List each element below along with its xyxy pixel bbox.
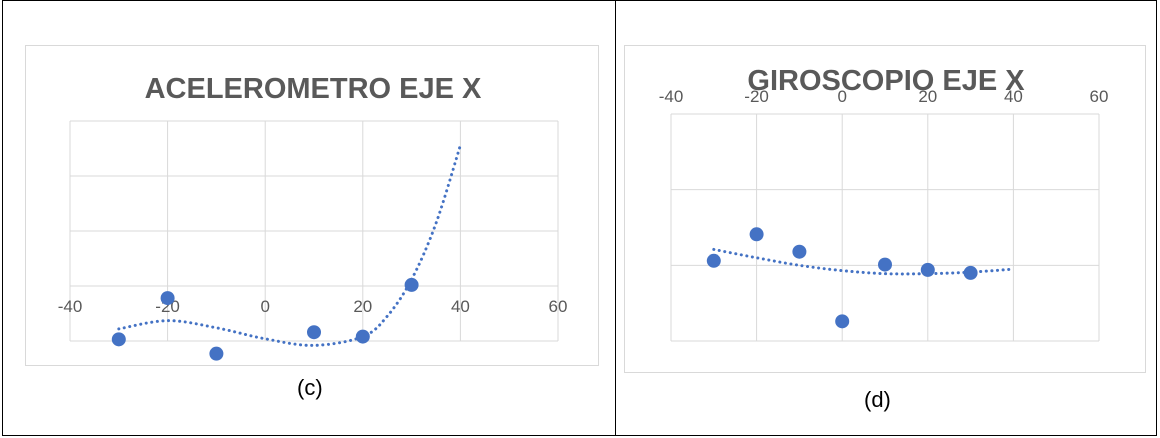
data-point: [307, 325, 321, 340]
data-point: [404, 277, 419, 292]
data-point: [878, 257, 892, 272]
data-point: [835, 314, 850, 329]
data-point: [706, 253, 721, 268]
x-tick-label: 60: [549, 297, 568, 316]
chart-acelerometro: ACELEROMETRO EJE X -40 -20 0 20 40 60: [25, 45, 599, 366]
x-tick-label: 40: [1004, 87, 1023, 106]
data-point: [963, 265, 978, 280]
data-point: [160, 291, 175, 306]
x-tick-label: 0: [260, 297, 269, 316]
chart-c-svg: ACELEROMETRO EJE X -40 -20 0 20 40 60: [58, 73, 568, 361]
data-point: [749, 227, 764, 242]
chart-giroscopio: GIROSCOPIO EJE X -40 -20 0 20 40 60: [624, 45, 1146, 373]
data-point: [209, 346, 224, 361]
caption-d: (d): [864, 387, 891, 412]
figure-cell-c: ACELEROMETRO EJE X -40 -20 0 20 40 60 (c): [2, 0, 616, 436]
chart-title: ACELEROMETRO EJE X: [145, 73, 482, 105]
data-point: [355, 329, 370, 344]
x-tick-label: -20: [744, 87, 769, 106]
x-tick-label: -40: [58, 297, 83, 316]
data-point: [920, 262, 935, 277]
x-tick-label: 0: [837, 87, 846, 106]
chart-d-svg: GIROSCOPIO EJE X -40 -20 0 20 40 60: [659, 65, 1109, 342]
caption-c: (c): [297, 375, 323, 400]
x-tick-label: 20: [918, 87, 937, 106]
data-point: [792, 244, 807, 259]
trendline: [117, 143, 462, 347]
x-tick-label: 20: [353, 297, 372, 316]
trendline: [712, 247, 1015, 276]
x-tick-label: 40: [451, 297, 470, 316]
chart-title: GIROSCOPIO EJE X: [747, 65, 1025, 97]
x-tick-label: 60: [1090, 87, 1109, 106]
figure-cell-d: GIROSCOPIO EJE X -40 -20 0 20 40 60 (d): [615, 0, 1157, 436]
x-tick-label: -20: [155, 297, 180, 316]
x-tick-label: -40: [659, 87, 684, 106]
data-point: [111, 332, 126, 347]
